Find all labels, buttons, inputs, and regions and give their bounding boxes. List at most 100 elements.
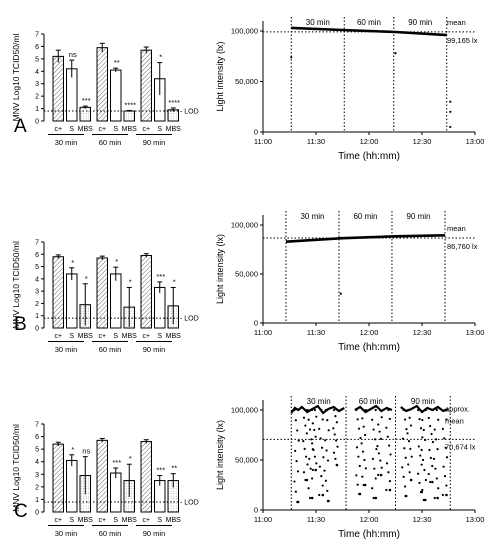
light-data-point xyxy=(305,455,308,458)
light-data-point xyxy=(295,460,298,463)
y-tick-label: 1 xyxy=(35,497,39,504)
light-data-point xyxy=(444,446,447,449)
y-axis-label: Light intensity (lx) xyxy=(215,234,225,304)
light-data-point xyxy=(326,489,329,492)
light-data-point xyxy=(427,416,430,420)
y-tick-label: 6 xyxy=(35,44,39,51)
light-data-point xyxy=(326,459,330,462)
bar-category-label: MBS xyxy=(122,126,138,133)
light-data-point xyxy=(387,408,390,412)
light-data-point xyxy=(360,442,363,445)
panel-c-light-chart: 0 50,000 100,000 11:00 11:30 12:00 12:30 13:00 L… xyxy=(215,396,484,540)
light-data-point xyxy=(294,449,297,452)
light-data-point xyxy=(431,408,434,412)
light-data-point xyxy=(404,456,407,459)
y-tick-label: 5 xyxy=(35,56,39,63)
bar-category-label: MBS xyxy=(166,126,182,133)
light-data-point xyxy=(294,490,297,493)
light-data-point xyxy=(358,427,361,430)
x-tick-label: 12:30 xyxy=(413,137,432,146)
light-data-point xyxy=(443,437,446,440)
light-data-point xyxy=(421,458,425,462)
light-data-point xyxy=(418,481,421,484)
x-tick-label: 12:00 xyxy=(360,328,379,337)
group-label: 30 min xyxy=(55,138,78,147)
light-data-point xyxy=(433,428,436,431)
bar xyxy=(96,47,108,122)
light-series-line xyxy=(285,233,445,243)
y-tick-label: 0 xyxy=(35,326,39,333)
y-tick-label: 1 xyxy=(35,313,39,320)
bar xyxy=(96,439,108,513)
light-outlier-point xyxy=(290,56,293,59)
light-data-point xyxy=(409,424,413,427)
bar xyxy=(66,273,78,329)
y-tick-label: 6 xyxy=(35,252,39,259)
light-data-point xyxy=(376,445,379,448)
light-data-point xyxy=(424,478,427,482)
significance-label: *** xyxy=(112,458,121,467)
light-data-point xyxy=(311,408,314,412)
light-data-point xyxy=(309,467,312,470)
bar-category-label: c+ xyxy=(98,517,106,524)
light-data-point xyxy=(307,418,310,421)
significance-label: **** xyxy=(124,100,136,109)
x-axis-label: Time (hh:mm) xyxy=(338,342,400,353)
light-data-point xyxy=(362,425,365,428)
light-data-point xyxy=(320,475,323,478)
y-tick-label: 7 xyxy=(35,240,39,247)
light-data-point xyxy=(445,418,448,421)
bar-category-label: MBS xyxy=(122,333,138,340)
light-data-point xyxy=(408,471,411,474)
light-data-point xyxy=(374,477,377,480)
light-data-point xyxy=(296,470,300,473)
light-data-point xyxy=(378,430,381,433)
bar-category-label: c+ xyxy=(142,517,150,524)
light-data-point xyxy=(374,496,378,500)
bar-category-label: MBS xyxy=(122,517,138,524)
light-data-point xyxy=(421,436,424,439)
bar xyxy=(140,255,152,329)
bar-category-label: MBS xyxy=(78,517,94,524)
y-tick-label: 1 xyxy=(35,106,39,113)
group-label: 60 min xyxy=(99,529,122,538)
light-data-point xyxy=(325,449,328,452)
significance-label: ** xyxy=(171,464,177,473)
light-data-point xyxy=(380,416,383,419)
light-data-point xyxy=(359,436,362,440)
x-tick-label: 13:00 xyxy=(466,515,485,524)
interval-label: 30 min xyxy=(300,212,324,221)
bar xyxy=(110,273,122,329)
light-data-point xyxy=(417,472,420,475)
significance-label: *** xyxy=(156,466,165,475)
significance-label: ns xyxy=(69,50,77,59)
interval-label: 60 min xyxy=(353,212,377,221)
light-data-point xyxy=(321,493,325,497)
light-data-point xyxy=(409,478,413,482)
light-data-point xyxy=(431,440,435,444)
light-data-point xyxy=(436,496,439,500)
light-data-point xyxy=(356,418,359,421)
significance-label: * xyxy=(129,454,132,463)
interval-label: 90 min xyxy=(408,18,432,27)
y-axis-label: Light intensity (lx) xyxy=(215,420,225,490)
interval-label: 30 min xyxy=(307,397,331,406)
bar-category-label: S xyxy=(157,333,162,340)
light-data-point xyxy=(410,455,413,458)
y-tick-label: 7 xyxy=(35,422,39,429)
light-data-point xyxy=(306,463,309,466)
significance-label: * xyxy=(159,53,162,62)
y-tick-label: 100,000 xyxy=(231,406,258,415)
light-data-point xyxy=(388,444,391,447)
light-data-point xyxy=(403,418,407,421)
light-data-point xyxy=(363,483,367,487)
x-tick-label: 12:30 xyxy=(413,328,432,337)
y-tick-label: 2 xyxy=(35,484,39,491)
light-data-point xyxy=(435,438,438,441)
light-data-point xyxy=(296,500,300,504)
light-data-point xyxy=(379,437,383,440)
light-data-point xyxy=(424,408,427,412)
